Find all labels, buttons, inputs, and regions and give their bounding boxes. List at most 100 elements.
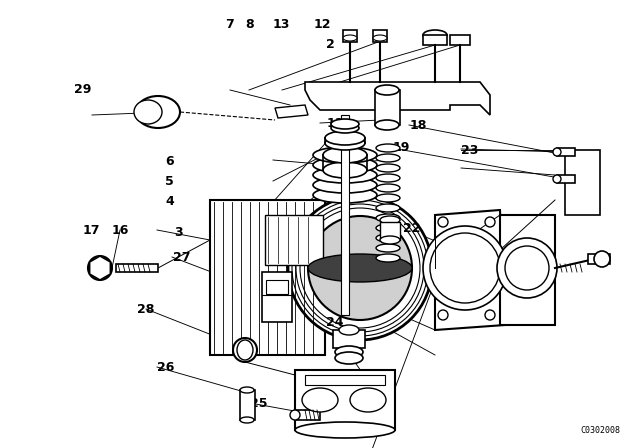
Bar	[565, 150, 600, 215]
Ellipse shape	[313, 167, 377, 183]
Text: 4: 4	[165, 195, 174, 208]
Ellipse shape	[380, 216, 400, 224]
Bar	[343, 30, 357, 42]
Ellipse shape	[323, 147, 367, 163]
Text: 15: 15	[326, 287, 344, 300]
Ellipse shape	[308, 254, 412, 282]
Circle shape	[438, 217, 448, 227]
Circle shape	[290, 410, 300, 420]
Ellipse shape	[376, 234, 400, 242]
Text: 17: 17	[83, 224, 100, 237]
Bar	[210, 200, 325, 355]
Ellipse shape	[376, 174, 400, 182]
Bar	[341, 115, 349, 315]
Ellipse shape	[325, 131, 365, 145]
Text: 13: 13	[273, 18, 291, 31]
Text: 24: 24	[326, 316, 344, 329]
Polygon shape	[275, 105, 308, 118]
Bar	[373, 30, 387, 42]
Ellipse shape	[423, 30, 447, 40]
Bar	[295, 410, 320, 420]
Circle shape	[88, 256, 112, 280]
Circle shape	[288, 196, 432, 340]
Text: 27: 27	[173, 251, 190, 264]
Circle shape	[553, 148, 561, 156]
Circle shape	[485, 217, 495, 227]
Bar	[557, 148, 575, 156]
Bar	[380, 222, 400, 240]
Ellipse shape	[350, 388, 386, 412]
Circle shape	[430, 233, 500, 303]
Ellipse shape	[134, 100, 162, 124]
Text: 7: 7	[225, 18, 234, 31]
Circle shape	[485, 310, 495, 320]
Text: 18: 18	[410, 119, 427, 132]
Polygon shape	[90, 256, 110, 280]
Text: 21: 21	[339, 233, 356, 246]
Bar	[500, 215, 555, 325]
Circle shape	[233, 338, 257, 362]
Bar	[557, 175, 575, 183]
Circle shape	[423, 226, 507, 310]
Text: C0302008: C0302008	[580, 426, 620, 435]
Text: 14: 14	[326, 273, 344, 287]
Ellipse shape	[376, 214, 400, 222]
Circle shape	[553, 175, 561, 183]
Circle shape	[438, 310, 448, 320]
Ellipse shape	[376, 184, 400, 192]
Ellipse shape	[323, 162, 367, 178]
Ellipse shape	[295, 422, 395, 438]
Text: 26: 26	[157, 361, 174, 374]
Text: 23: 23	[461, 143, 478, 157]
Ellipse shape	[313, 147, 377, 163]
Text: 10: 10	[326, 193, 344, 206]
Text: 6: 6	[166, 155, 174, 168]
Ellipse shape	[375, 120, 399, 130]
Text: 29: 29	[74, 83, 92, 96]
Text: 5: 5	[165, 175, 174, 188]
Text: 20: 20	[385, 99, 402, 112]
Bar	[450, 35, 470, 45]
Ellipse shape	[343, 35, 357, 41]
Ellipse shape	[313, 187, 377, 203]
Ellipse shape	[331, 119, 359, 129]
Ellipse shape	[376, 194, 400, 202]
Text: 12: 12	[314, 18, 331, 31]
Ellipse shape	[240, 387, 254, 393]
Polygon shape	[305, 82, 490, 115]
Text: 9: 9	[326, 159, 335, 172]
Text: 3: 3	[174, 226, 182, 240]
Ellipse shape	[375, 85, 399, 95]
Text: 22: 22	[403, 222, 420, 235]
Ellipse shape	[335, 352, 363, 364]
Ellipse shape	[313, 157, 377, 173]
Bar	[116, 264, 158, 272]
Circle shape	[594, 251, 610, 267]
Ellipse shape	[376, 244, 400, 252]
Bar	[266, 280, 288, 294]
Text: 2: 2	[326, 38, 335, 52]
Bar	[305, 375, 385, 385]
Ellipse shape	[376, 224, 400, 232]
Ellipse shape	[136, 96, 180, 128]
Text: 19: 19	[392, 141, 410, 155]
Ellipse shape	[240, 417, 254, 423]
Bar	[588, 254, 610, 264]
Ellipse shape	[376, 154, 400, 162]
Circle shape	[497, 238, 557, 298]
Text: 11: 11	[326, 116, 344, 130]
Bar	[343, 130, 348, 210]
Bar	[240, 390, 255, 420]
Ellipse shape	[376, 144, 400, 152]
Text: 8: 8	[245, 18, 254, 31]
Bar	[295, 370, 395, 430]
Circle shape	[308, 216, 412, 320]
Ellipse shape	[376, 254, 400, 262]
Bar	[375, 90, 400, 125]
Ellipse shape	[373, 35, 387, 41]
Bar	[333, 330, 365, 348]
Ellipse shape	[302, 388, 338, 412]
Ellipse shape	[237, 340, 253, 360]
Ellipse shape	[376, 164, 400, 172]
Text: 28: 28	[137, 302, 155, 316]
